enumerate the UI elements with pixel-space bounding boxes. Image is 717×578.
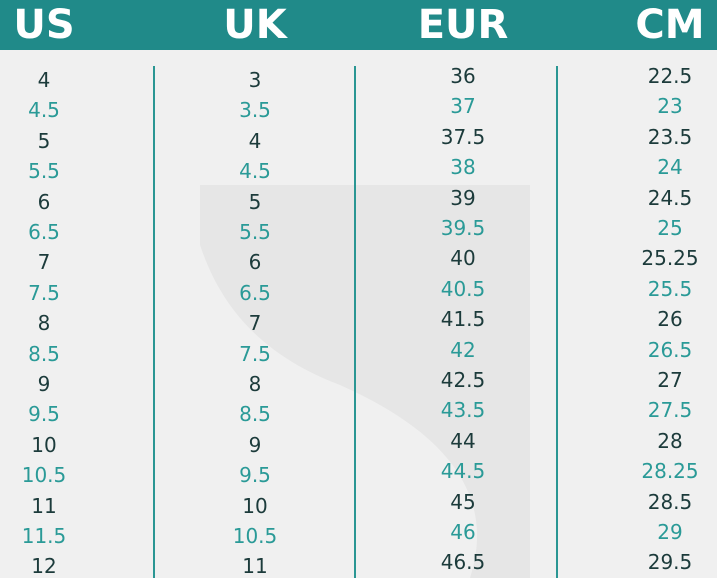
size-cell: 28.5 [647, 489, 693, 514]
size-cell: 8 [248, 372, 262, 396]
size-cell: 7 [248, 311, 262, 336]
size-cell: 40 [450, 246, 476, 271]
size-cell: 36 [450, 64, 476, 88]
column-divider [556, 66, 558, 578]
size-cell: 44 [450, 428, 476, 453]
size-cell: 42 [450, 337, 476, 362]
size-cell: 5.5 [239, 220, 271, 244]
size-cell: 12 [31, 554, 57, 578]
size-cell: 10 [31, 432, 57, 457]
size-cell: 9.5 [239, 463, 271, 488]
size-cell: 43.5 [440, 398, 486, 423]
size-cell: 10.5 [21, 463, 67, 488]
size-cell: 25.5 [647, 276, 693, 301]
size-cell: 26 [657, 307, 683, 332]
size-cell: 39 [450, 185, 476, 210]
size-cell: 7.5 [239, 341, 271, 366]
size-cell: 4.5 [28, 98, 60, 123]
size-cell: 11 [31, 493, 57, 518]
size-cell: 11.5 [21, 524, 67, 548]
column-divider [153, 66, 155, 578]
column-header: US [13, 2, 75, 48]
size-cell: 7 [37, 250, 51, 275]
size-cell: 27 [657, 368, 683, 392]
size-cell: 9.5 [28, 402, 60, 427]
size-cell: 4 [37, 68, 51, 92]
size-cell: 38 [450, 155, 476, 180]
size-cell: 28.25 [641, 459, 699, 484]
size-cell: 45 [450, 489, 476, 514]
size-cell: 25.25 [641, 246, 699, 271]
size-cell: 6 [248, 250, 262, 275]
size-cell: 6.5 [239, 280, 271, 305]
size-cell: 46 [450, 520, 476, 544]
size-cell: 4 [248, 128, 262, 153]
size-cell: 23.5 [647, 124, 693, 149]
size-cell: 6.5 [28, 220, 60, 244]
size-cell: 5 [37, 128, 51, 153]
size-cell: 22.5 [647, 64, 693, 88]
size-cell: 8 [37, 311, 51, 336]
size-cell: 10 [242, 493, 268, 518]
size-cell: 44.5 [440, 459, 486, 484]
size-cell: 29 [657, 520, 683, 544]
size-cell: 8.5 [28, 341, 60, 366]
size-cell: 29.5 [647, 550, 693, 575]
size-cell: 42.5 [440, 368, 486, 392]
size-cell: 8.5 [239, 402, 271, 427]
size-cell: 24.5 [647, 185, 693, 210]
column-header: EUR [417, 2, 509, 48]
size-cell: 9 [37, 372, 51, 396]
size-cell: 3.5 [239, 98, 271, 123]
size-cell: 37.5 [440, 124, 486, 149]
size-cell: 5 [248, 189, 262, 214]
size-cell: 11 [242, 554, 268, 578]
size-cell: 26.5 [647, 337, 693, 362]
size-cell: 3 [248, 68, 262, 92]
column-header: CM [635, 2, 705, 48]
size-cell: 39.5 [440, 216, 486, 240]
size-cell: 27.5 [647, 398, 693, 423]
size-cell: 24 [657, 155, 683, 180]
size-cell: 7.5 [28, 280, 60, 305]
column-divider [354, 66, 356, 578]
watermark [200, 185, 530, 578]
size-cell: 5.5 [28, 159, 60, 184]
column-header: UK [223, 2, 287, 48]
size-cell: 46.5 [440, 550, 486, 575]
header-bar [0, 0, 717, 50]
size-cell: 40.5 [440, 276, 486, 301]
size-cell: 23 [657, 94, 683, 119]
size-cell: 25 [657, 216, 683, 240]
size-cell: 4.5 [239, 159, 271, 184]
size-cell: 10.5 [232, 524, 278, 548]
size-cell: 41.5 [440, 307, 486, 332]
size-cell: 37 [450, 94, 476, 119]
size-cell: 28 [657, 428, 683, 453]
size-cell: 9 [248, 432, 262, 457]
size-cell: 6 [37, 189, 51, 214]
